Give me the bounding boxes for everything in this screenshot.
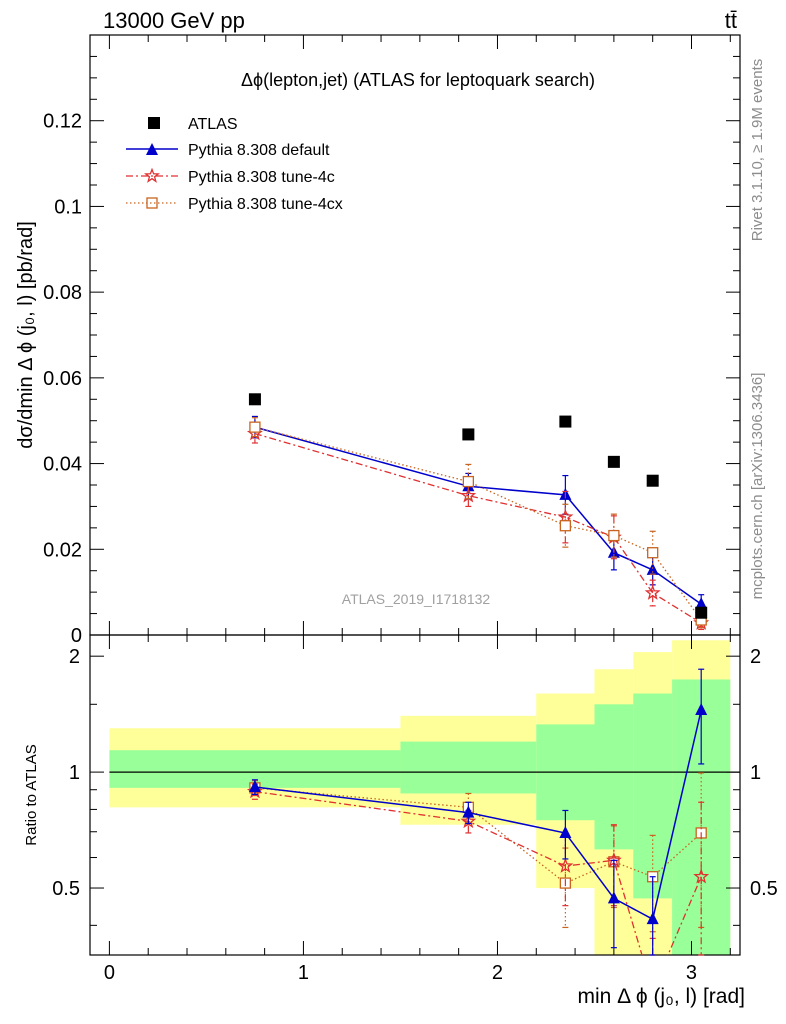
pythia-8-308-default-point xyxy=(646,912,659,925)
main-y-axis-label: dσ/dmin Δ ϕ (j₀, l) [pb/rad] xyxy=(15,221,37,449)
atlas-point xyxy=(248,393,261,406)
main-series xyxy=(246,393,710,631)
legend-marker-tune-4c xyxy=(144,167,160,183)
pythia-8-308-default-line xyxy=(254,709,702,921)
mcplots-label: mcplots.cern.ch [arXiv:1306.3436] xyxy=(749,373,766,600)
pythia-8-308-tune-4cx-point xyxy=(559,520,572,532)
ratio-series xyxy=(246,668,710,956)
ratio-bands xyxy=(109,640,740,955)
ratio-y-tick-label-right: 2 xyxy=(750,646,761,668)
legend-marker-tune-4cx xyxy=(146,197,158,209)
uncertainty-band-green xyxy=(400,741,537,794)
rivet-label: Rivet 3.1.10, ≥ 1.9M events xyxy=(749,59,766,242)
pythia-8-308-default-point xyxy=(462,805,475,818)
pythia-8-308-default-point xyxy=(607,891,620,904)
ratio-y-tick-label-right: 1 xyxy=(750,762,761,784)
x-tick-label: 0 xyxy=(104,962,115,984)
main-axes: 0 0.02 0.04 0.06 0.08 0.1 0.12 xyxy=(43,34,741,647)
y-tick-label: 0 xyxy=(71,625,82,647)
pythia-8-308-tune-4cx-line xyxy=(254,426,702,621)
pythia-8-308-tune-4c-point xyxy=(557,857,574,873)
legend-label-tune-4cx: Pythia 8.308 tune-4cx xyxy=(188,196,343,213)
atlas-point xyxy=(607,455,620,468)
pythia-8-308-tune-4c-point xyxy=(557,508,574,524)
legend-marker-atlas xyxy=(148,117,160,129)
legend-marker-default xyxy=(146,143,158,155)
pythia-8-308-default-point xyxy=(646,562,659,575)
ratio-y-axis-label: Ratio to ATLAS xyxy=(23,744,40,845)
pythia-8-308-tune-4c-point xyxy=(644,584,661,600)
y-tick-label: 0.12 xyxy=(43,111,82,133)
pythia-8-308-tune-4cx-point xyxy=(462,475,475,488)
x-axis-label: min Δ ϕ (j₀, l) [rad] xyxy=(577,985,745,1008)
x-tick-label: 2 xyxy=(492,962,503,984)
pythia-8-308-tune-4cx-point xyxy=(608,529,620,542)
pythia-8-308-tune-4c-point xyxy=(693,868,710,884)
y-tick-label: 0.06 xyxy=(43,368,82,390)
pythia-8-308-default-point xyxy=(695,702,708,715)
pythia-8-308-default-point xyxy=(695,597,708,610)
atlas-point xyxy=(695,606,708,619)
pythia-8-308-tune-4cx-point xyxy=(249,421,261,433)
y-tick-label: 0.04 xyxy=(43,454,82,476)
ratio-frame xyxy=(89,634,741,956)
pythia-8-308-default-point xyxy=(559,825,572,838)
process-label: tt̄ xyxy=(725,8,737,33)
legend-label-atlas: ATLAS xyxy=(188,116,238,133)
pythia-8-308-tune-4cx-point xyxy=(647,547,659,559)
pythia-8-308-default-line xyxy=(254,426,702,605)
legend-label-default: Pythia 8.308 default xyxy=(188,142,330,159)
atlas-point xyxy=(646,474,659,487)
y-tick-label: 0.1 xyxy=(54,196,82,218)
y-tick-label: 0.08 xyxy=(43,282,82,304)
ratio-y-tick-label-left: 1 xyxy=(69,762,80,784)
analysis-watermark: ATLAS_2019_I1718132 xyxy=(342,591,491,607)
atlas-point xyxy=(462,428,475,441)
pythia-8-308-tune-4c-line xyxy=(254,790,702,955)
legend-label-tune-4c: Pythia 8.308 tune-4c xyxy=(188,169,335,186)
ratio-y-tick-label-left: 2 xyxy=(69,646,80,668)
ratio-axes: 0.5 0.5 1 1 2 2 0 1 2 3 xyxy=(52,634,778,984)
atlas-point xyxy=(559,415,572,428)
legend: ATLAS Pythia 8.308 default Pythia 8.308 … xyxy=(126,116,343,213)
ratio-y-tick-label-right: 0.5 xyxy=(750,878,778,900)
x-tick-label: 3 xyxy=(686,962,697,984)
ratio-panel: 0.5 0.5 1 1 2 2 0 1 2 3 Ratio to ATLAS min Δ ϕ (j… xyxy=(23,634,778,1008)
main-panel: Δϕ(lepton,jet) (ATLAS for leptoquark sea… xyxy=(15,34,741,647)
energy-label: 13000 GeV pp xyxy=(103,8,245,33)
pythia-8-308-tune-4c-line xyxy=(254,432,702,624)
ratio-y-tick-label-left: 0.5 xyxy=(52,878,80,900)
x-tick-label: 1 xyxy=(298,962,309,984)
main-title: Δϕ(lepton,jet) (ATLAS for leptoquark sea… xyxy=(241,70,595,90)
y-tick-label: 0.02 xyxy=(43,539,82,561)
pythia-8-308-default-point xyxy=(248,779,261,792)
